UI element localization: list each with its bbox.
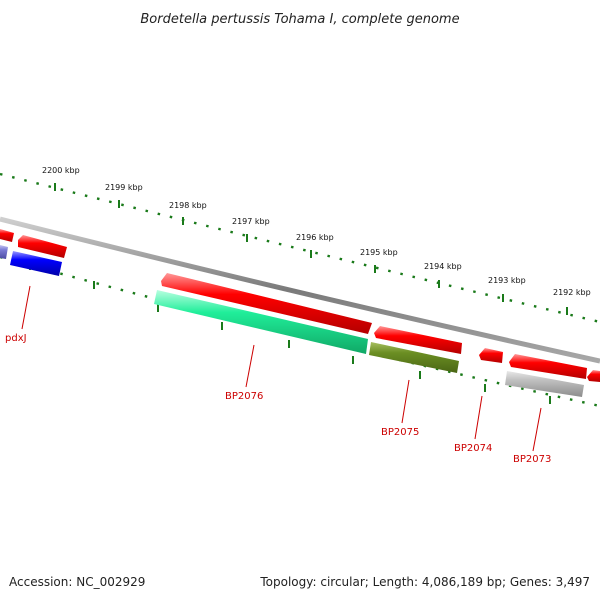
leader-line: [532, 407, 542, 452]
gene-arrow-forward: [479, 348, 503, 363]
forward-strand-genes: [0, 229, 600, 382]
scale-label: 2197 kbp: [232, 217, 270, 226]
gene-arrow-forward: [18, 235, 67, 258]
gene-block-reverse: [369, 342, 459, 373]
accession-text: Accession: NC_002929: [9, 575, 145, 589]
scale-labels: 2200 kbp 2199 kbp 2198 kbp 2197 kbp 2196…: [42, 166, 591, 297]
outer-major-ticks: [54, 183, 568, 315]
leader-line: [474, 395, 483, 440]
gene-arrow-forward: [161, 273, 372, 334]
gene-block-reverse: [10, 251, 62, 276]
scale-label: 2195 kbp: [360, 248, 398, 257]
scale-label: 2198 kbp: [169, 201, 207, 210]
genome-summary-text: Topology: circular; Length: 4,086,189 bp…: [259, 575, 590, 589]
scale-label: 2193 kbp: [488, 276, 526, 285]
gene-label-pdxj: pdxJ: [5, 333, 27, 344]
scale-label: 2200 kbp: [42, 166, 80, 175]
gene-block-reverse: [505, 371, 584, 397]
gene-label-leaders: [21, 285, 542, 452]
scale-label: 2192 kbp: [553, 288, 591, 297]
genome-title: Bordetella pertussis Tohama I, complete …: [140, 12, 459, 27]
gene-label-bp2073: BP2073: [513, 454, 551, 465]
scale-label: 2194 kbp: [424, 262, 462, 271]
outer-scale-ring: [0, 172, 600, 324]
gene-label-bp2076: BP2076: [225, 391, 263, 402]
genome-backbone: [0, 216, 600, 364]
scale-label: 2199 kbp: [105, 183, 143, 192]
gene-label-bp2074: BP2074: [454, 443, 492, 454]
gene-block-reverse: [0, 245, 8, 259]
gene-labels: pdxJ BP2076 BP2075 BP2074 BP2073: [5, 333, 551, 465]
leader-line: [21, 285, 31, 330]
leader-line: [401, 379, 410, 424]
reverse-strand-genes: [0, 245, 584, 397]
leader-line: [245, 344, 255, 388]
gene-label-bp2075: BP2075: [381, 427, 419, 438]
gene-arrow-forward: [509, 354, 587, 379]
gene-arrow-forward: [374, 326, 462, 354]
scale-label: 2196 kbp: [296, 233, 334, 242]
gene-arrow-forward: [0, 229, 14, 242]
gene-arrow-forward: [587, 370, 600, 382]
gene-block-reverse: [154, 290, 368, 354]
